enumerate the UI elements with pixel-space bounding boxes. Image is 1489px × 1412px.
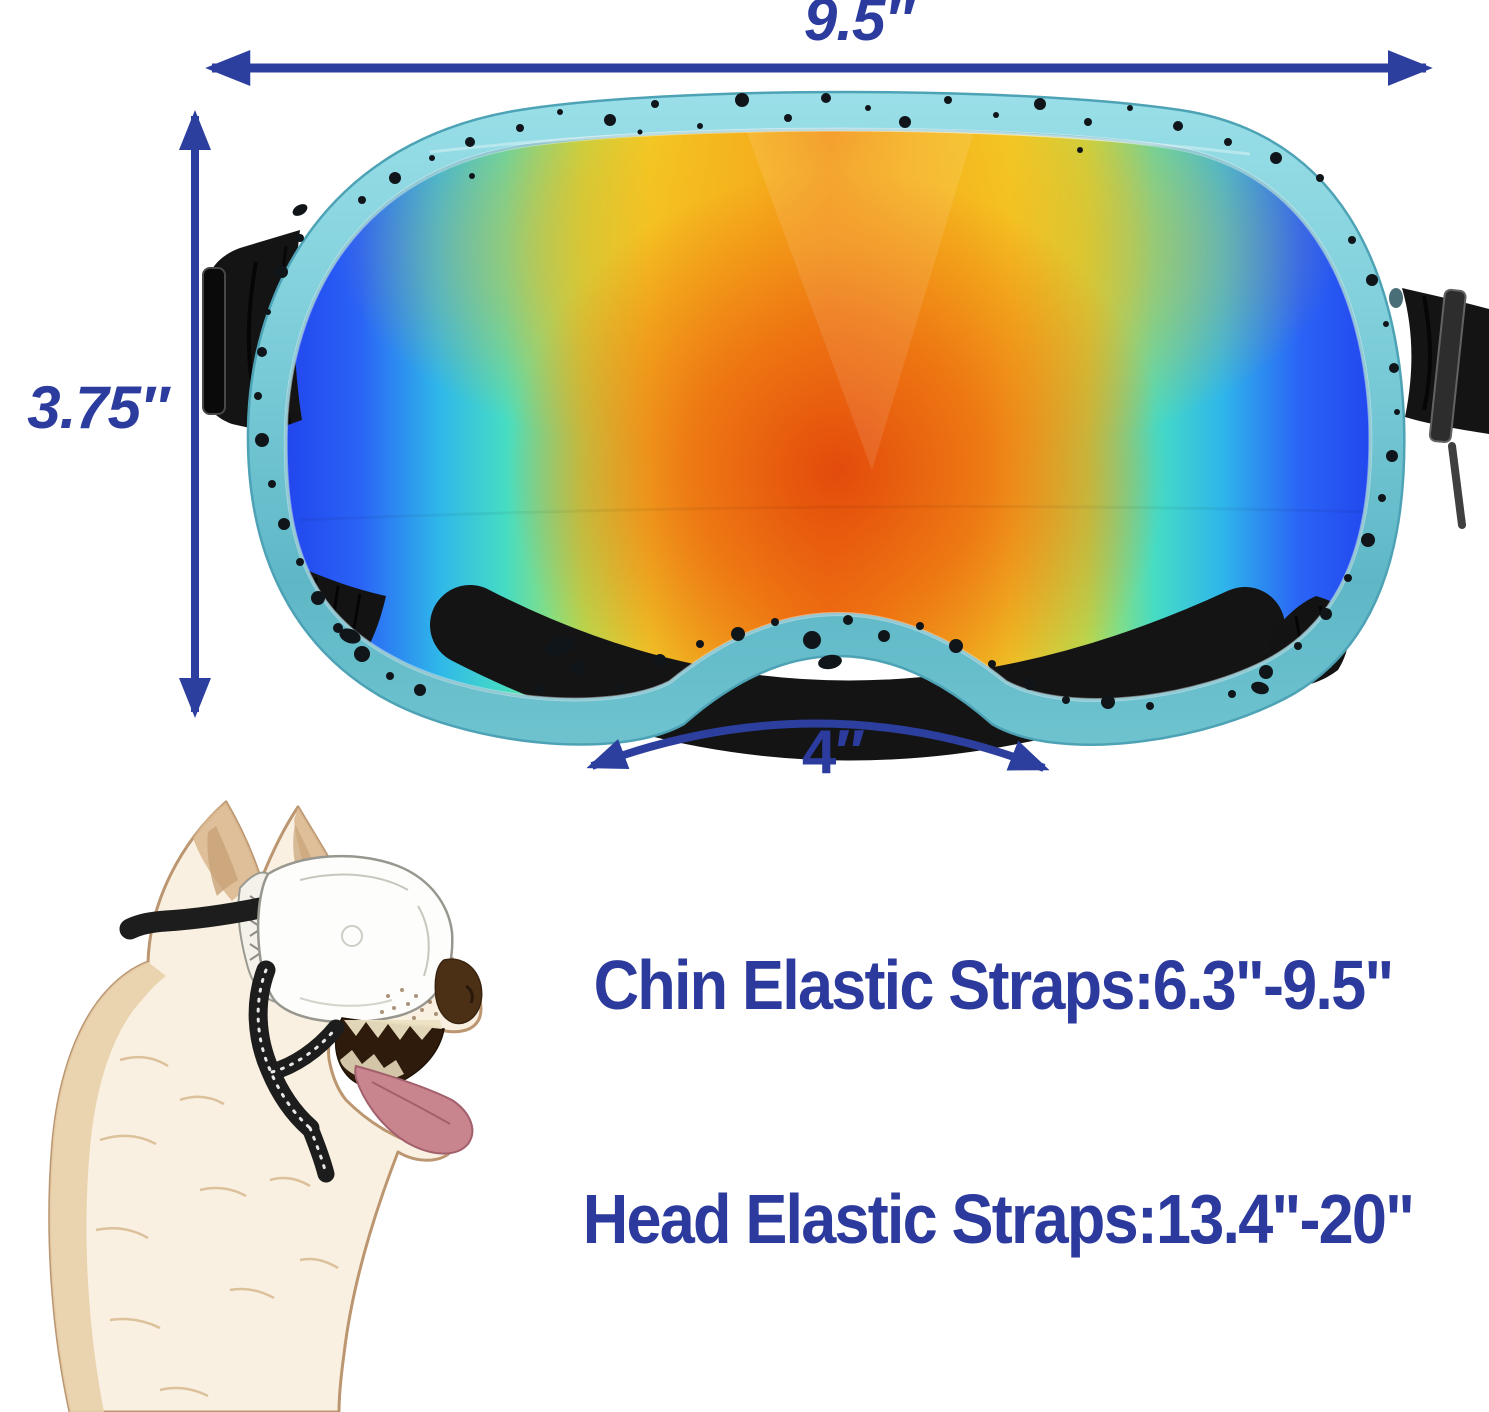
sketched-goggle-lens xyxy=(256,854,454,1024)
chin-strap-spec-text: Chin Elastic Straps:6.3"-9.5" xyxy=(593,946,1395,1024)
dog-nose xyxy=(434,958,483,1025)
goggles-product-photo xyxy=(202,90,1489,761)
dog-eye-sketch xyxy=(341,925,363,947)
dog-head-illustration xyxy=(48,800,483,1412)
head-strap-spec-text: Head Elastic Straps:13.4"-20" xyxy=(582,1180,1415,1258)
height-dimension-label: 3.75″ xyxy=(27,374,169,441)
goggle-right-strap xyxy=(1402,288,1489,529)
width-dimension-label: 9.5″ xyxy=(803,0,913,53)
frame-speckles xyxy=(254,93,1400,710)
muzzle-stubble xyxy=(380,988,438,1020)
bridge-width-label: 4″ xyxy=(801,718,865,787)
dog-head-strap xyxy=(119,895,281,940)
dog-chin-strap xyxy=(248,960,345,1183)
dog-upper-teeth xyxy=(344,1020,442,1040)
bridge-width-arc-arrow-icon xyxy=(586,719,1050,772)
fur-texture xyxy=(95,1055,339,1398)
